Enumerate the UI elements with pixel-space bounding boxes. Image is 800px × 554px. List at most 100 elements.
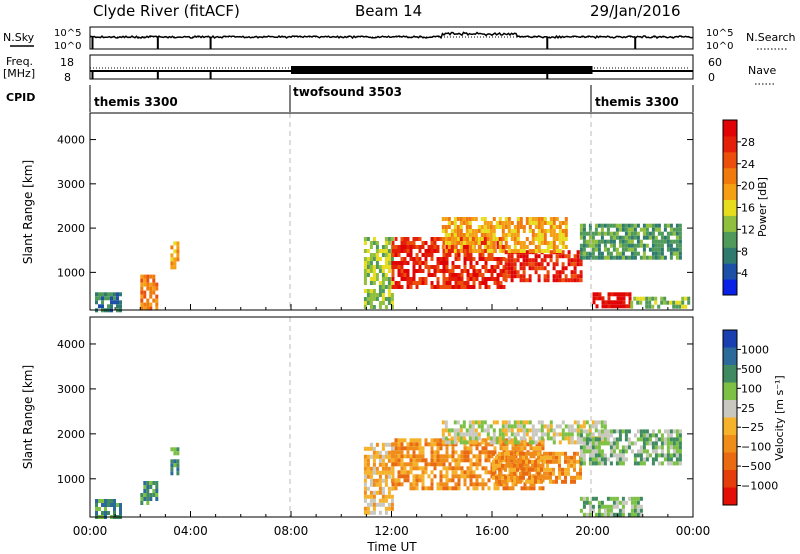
velocity-cell [636, 504, 640, 509]
velocity-cell [591, 508, 595, 513]
power-cell [540, 237, 544, 241]
power-cell [459, 233, 463, 237]
velocity-cell [579, 463, 582, 468]
velocity-cell [457, 486, 461, 491]
velocity-cell [95, 499, 98, 503]
velocity-cell [457, 454, 461, 459]
power-cell [543, 258, 547, 263]
power-cell [493, 265, 497, 269]
velocity-cell [522, 440, 526, 445]
velocity-cell [369, 502, 373, 507]
velocity-cell [510, 463, 513, 468]
power-cell [445, 245, 449, 249]
power-cell [363, 269, 367, 273]
velocity-cell [415, 486, 419, 491]
velocity-cell [394, 438, 398, 443]
power-cell [564, 266, 568, 271]
velocity-cell [173, 447, 177, 452]
velocity-cell [624, 457, 628, 462]
power-cell [421, 269, 425, 273]
power-cell [669, 231, 673, 236]
power-cell [573, 270, 577, 275]
velocity-cell [630, 504, 634, 509]
power-cell [555, 225, 559, 229]
power-cell [609, 255, 613, 260]
velocity-cell [532, 454, 536, 459]
power-cell [636, 251, 640, 256]
velocity-cell [549, 467, 552, 472]
velocity-cell [639, 429, 643, 434]
power-cell [519, 278, 523, 283]
velocity-cell [472, 482, 476, 487]
power-cell [403, 241, 407, 245]
power-cell [484, 277, 488, 281]
velocity-cell [421, 474, 425, 479]
power-cell [369, 301, 373, 305]
power-cell [636, 239, 640, 244]
power-cell [648, 223, 652, 228]
power-cell [657, 255, 661, 260]
velocity-cell [507, 459, 510, 464]
power-cell [648, 296, 652, 301]
power-cell [543, 266, 547, 271]
power-cell [496, 241, 500, 245]
power-cell [576, 278, 580, 283]
power-cell [468, 237, 472, 241]
velocity-cell [507, 428, 511, 433]
velocity-cell [492, 459, 495, 464]
velocity-xtick-label: 08:00 [274, 524, 309, 538]
velocity-cell [600, 504, 604, 509]
power-cell [504, 274, 508, 279]
velocity-cell [531, 463, 534, 468]
power-cell [397, 249, 401, 253]
power-cell [441, 245, 445, 249]
power-cell [424, 265, 428, 269]
velocity-cell [517, 446, 521, 451]
power-cell [378, 265, 382, 269]
nsky-label: N.Sky [3, 31, 35, 44]
power-cell [394, 245, 398, 249]
velocity-cell [618, 437, 622, 442]
velocity-cell [606, 429, 610, 434]
velocity-cell [119, 507, 122, 511]
velocity-cell [669, 445, 673, 450]
power-cell [433, 265, 437, 269]
velocity-cell [436, 446, 440, 451]
velocity-cell [570, 436, 574, 441]
velocity-cell [451, 478, 455, 483]
power-cell [478, 285, 482, 289]
velocity-cell [508, 486, 512, 491]
velocity-cbar-label: −25 [741, 421, 764, 434]
power-cell [513, 245, 517, 249]
power-swatch [723, 183, 737, 200]
power-cell [143, 290, 147, 295]
power-cell [555, 262, 559, 267]
velocity-cell [591, 449, 595, 454]
power-cell [391, 265, 395, 269]
power-cell [594, 255, 598, 260]
power-cell [669, 247, 673, 252]
power-cell [669, 251, 673, 256]
velocity-cell [143, 481, 147, 485]
velocity-cell [537, 467, 540, 472]
velocity-cell [513, 467, 516, 472]
power-cell [528, 217, 532, 221]
power-cell [176, 257, 180, 262]
power-cell [645, 304, 649, 309]
velocity-cell [624, 500, 628, 505]
power-cell [372, 293, 376, 297]
velocity-cell [104, 499, 107, 503]
velocity-cell [484, 482, 488, 487]
power-cell [513, 274, 517, 279]
power-cell [496, 285, 500, 289]
velocity-cell [666, 441, 670, 446]
power-cell [585, 243, 589, 248]
velocity-cell [543, 467, 546, 472]
velocity-cell [501, 428, 505, 433]
power-cell [387, 289, 391, 293]
power-swatch [723, 215, 737, 232]
velocity-cell [505, 486, 509, 491]
velocity-cell [579, 440, 583, 445]
velocity-cell [381, 442, 385, 447]
